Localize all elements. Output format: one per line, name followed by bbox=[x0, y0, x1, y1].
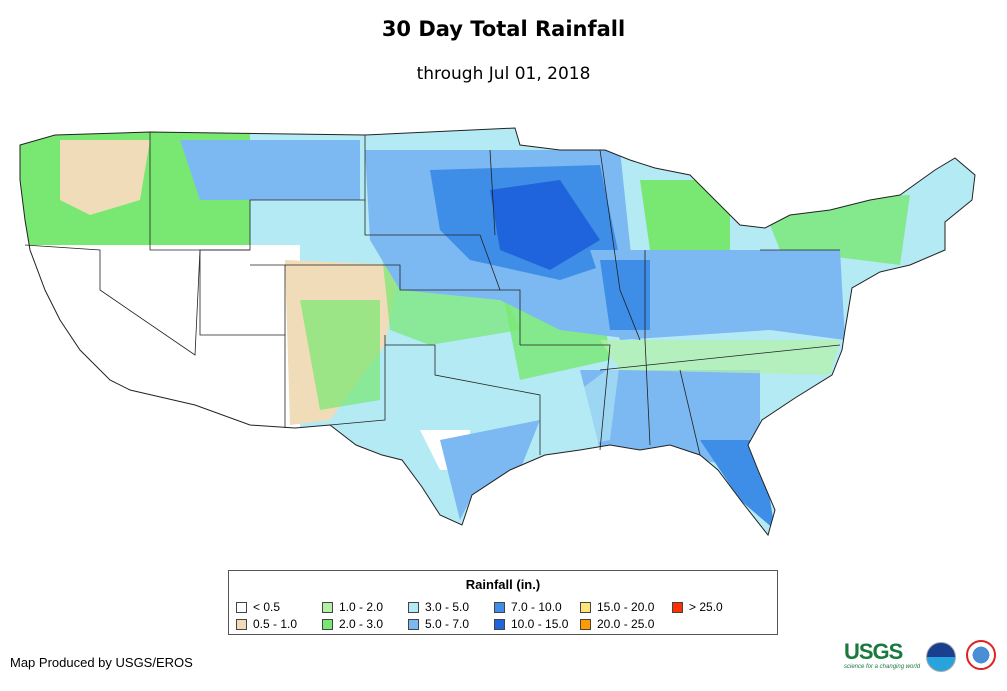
usgs-logo: USGS science for a changing world bbox=[844, 641, 920, 671]
rain-5-7-texas-coast bbox=[440, 420, 540, 520]
rain-7-10-illinois bbox=[600, 260, 650, 330]
legend-swatch bbox=[322, 619, 333, 630]
legend-title: Rainfall (in.) bbox=[465, 577, 541, 592]
rain-0.5-1-oregon bbox=[60, 140, 150, 215]
map-title: 30 Day Total Rainfall bbox=[381, 17, 626, 41]
legend-label: > 25.0 bbox=[689, 600, 723, 614]
nws-logo bbox=[966, 640, 996, 670]
legend-item: 20.0 - 25.0 bbox=[580, 617, 672, 632]
legend-label: 10.0 - 15.0 bbox=[511, 617, 569, 631]
state-borders bbox=[24, 132, 841, 456]
map-subtitle: through Jul 01, 2018 bbox=[416, 64, 591, 84]
legend-swatch bbox=[408, 619, 419, 630]
legend-swatch bbox=[672, 602, 683, 613]
us-rainfall-map bbox=[19, 127, 976, 536]
legend-label: 20.0 - 25.0 bbox=[597, 617, 655, 631]
rain-2-3-new-mexico bbox=[300, 300, 380, 410]
legend-label: 1.0 - 2.0 bbox=[339, 600, 384, 614]
legend-label: 0.5 - 1.0 bbox=[253, 617, 298, 631]
legend-item: 7.0 - 10.0 bbox=[494, 600, 580, 615]
legend-swatch bbox=[236, 602, 247, 613]
legend-item: 10.0 - 15.0 bbox=[494, 617, 580, 632]
rain-5-7-montana bbox=[180, 140, 360, 200]
legend-item: 1.0 - 2.0 bbox=[322, 600, 408, 615]
rain-under-0.5-southwest bbox=[20, 245, 300, 430]
legend-item: 3.0 - 5.0 bbox=[408, 600, 494, 615]
legend-item: > 25.0 bbox=[672, 600, 752, 615]
legend-swatch bbox=[494, 602, 505, 613]
rain-2-3-michigan bbox=[640, 180, 730, 250]
legend-swatch bbox=[408, 602, 419, 613]
legend-items: < 0.5 1.0 - 2.0 3.0 - 5.0 7.0 - 10.0 15.0 - … bbox=[236, 600, 752, 632]
legend-item: 2.0 - 3.0 bbox=[322, 617, 408, 632]
noaa-logo bbox=[926, 642, 956, 672]
legend-item: < 0.5 bbox=[236, 600, 322, 615]
legend-label: 3.0 - 5.0 bbox=[425, 600, 470, 614]
legend-label: 15.0 - 20.0 bbox=[597, 600, 655, 614]
usgs-logo-text: USGS bbox=[844, 639, 903, 664]
legend-label: 2.0 - 3.0 bbox=[339, 617, 384, 631]
legend: Rainfall (in.) < 0.5 1.0 - 2.0 3.0 - 5.0 7.… bbox=[228, 570, 778, 635]
legend-label: 5.0 - 7.0 bbox=[425, 617, 470, 631]
legend-item: 15.0 - 20.0 bbox=[580, 600, 672, 615]
usgs-tagline: science for a changing world bbox=[844, 664, 921, 670]
legend-item: 0.5 - 1.0 bbox=[236, 617, 322, 632]
legend-swatch bbox=[236, 619, 247, 630]
legend-label: 7.0 - 10.0 bbox=[511, 600, 562, 614]
rain-7-10-florida bbox=[700, 440, 775, 530]
legend-swatch bbox=[494, 619, 505, 630]
legend-item: 5.0 - 7.0 bbox=[408, 617, 494, 632]
rain-10-15-iowa bbox=[490, 180, 600, 270]
rain-3-5-louisiana bbox=[540, 360, 620, 450]
map-credit: Map Produced by USGS/EROS bbox=[10, 655, 193, 670]
legend-swatch bbox=[580, 602, 591, 613]
legend-swatch bbox=[580, 619, 591, 630]
legend-swatch bbox=[322, 602, 333, 613]
legend-label: < 0.5 bbox=[253, 600, 281, 614]
rain-5-7-ohio-valley bbox=[590, 250, 845, 340]
